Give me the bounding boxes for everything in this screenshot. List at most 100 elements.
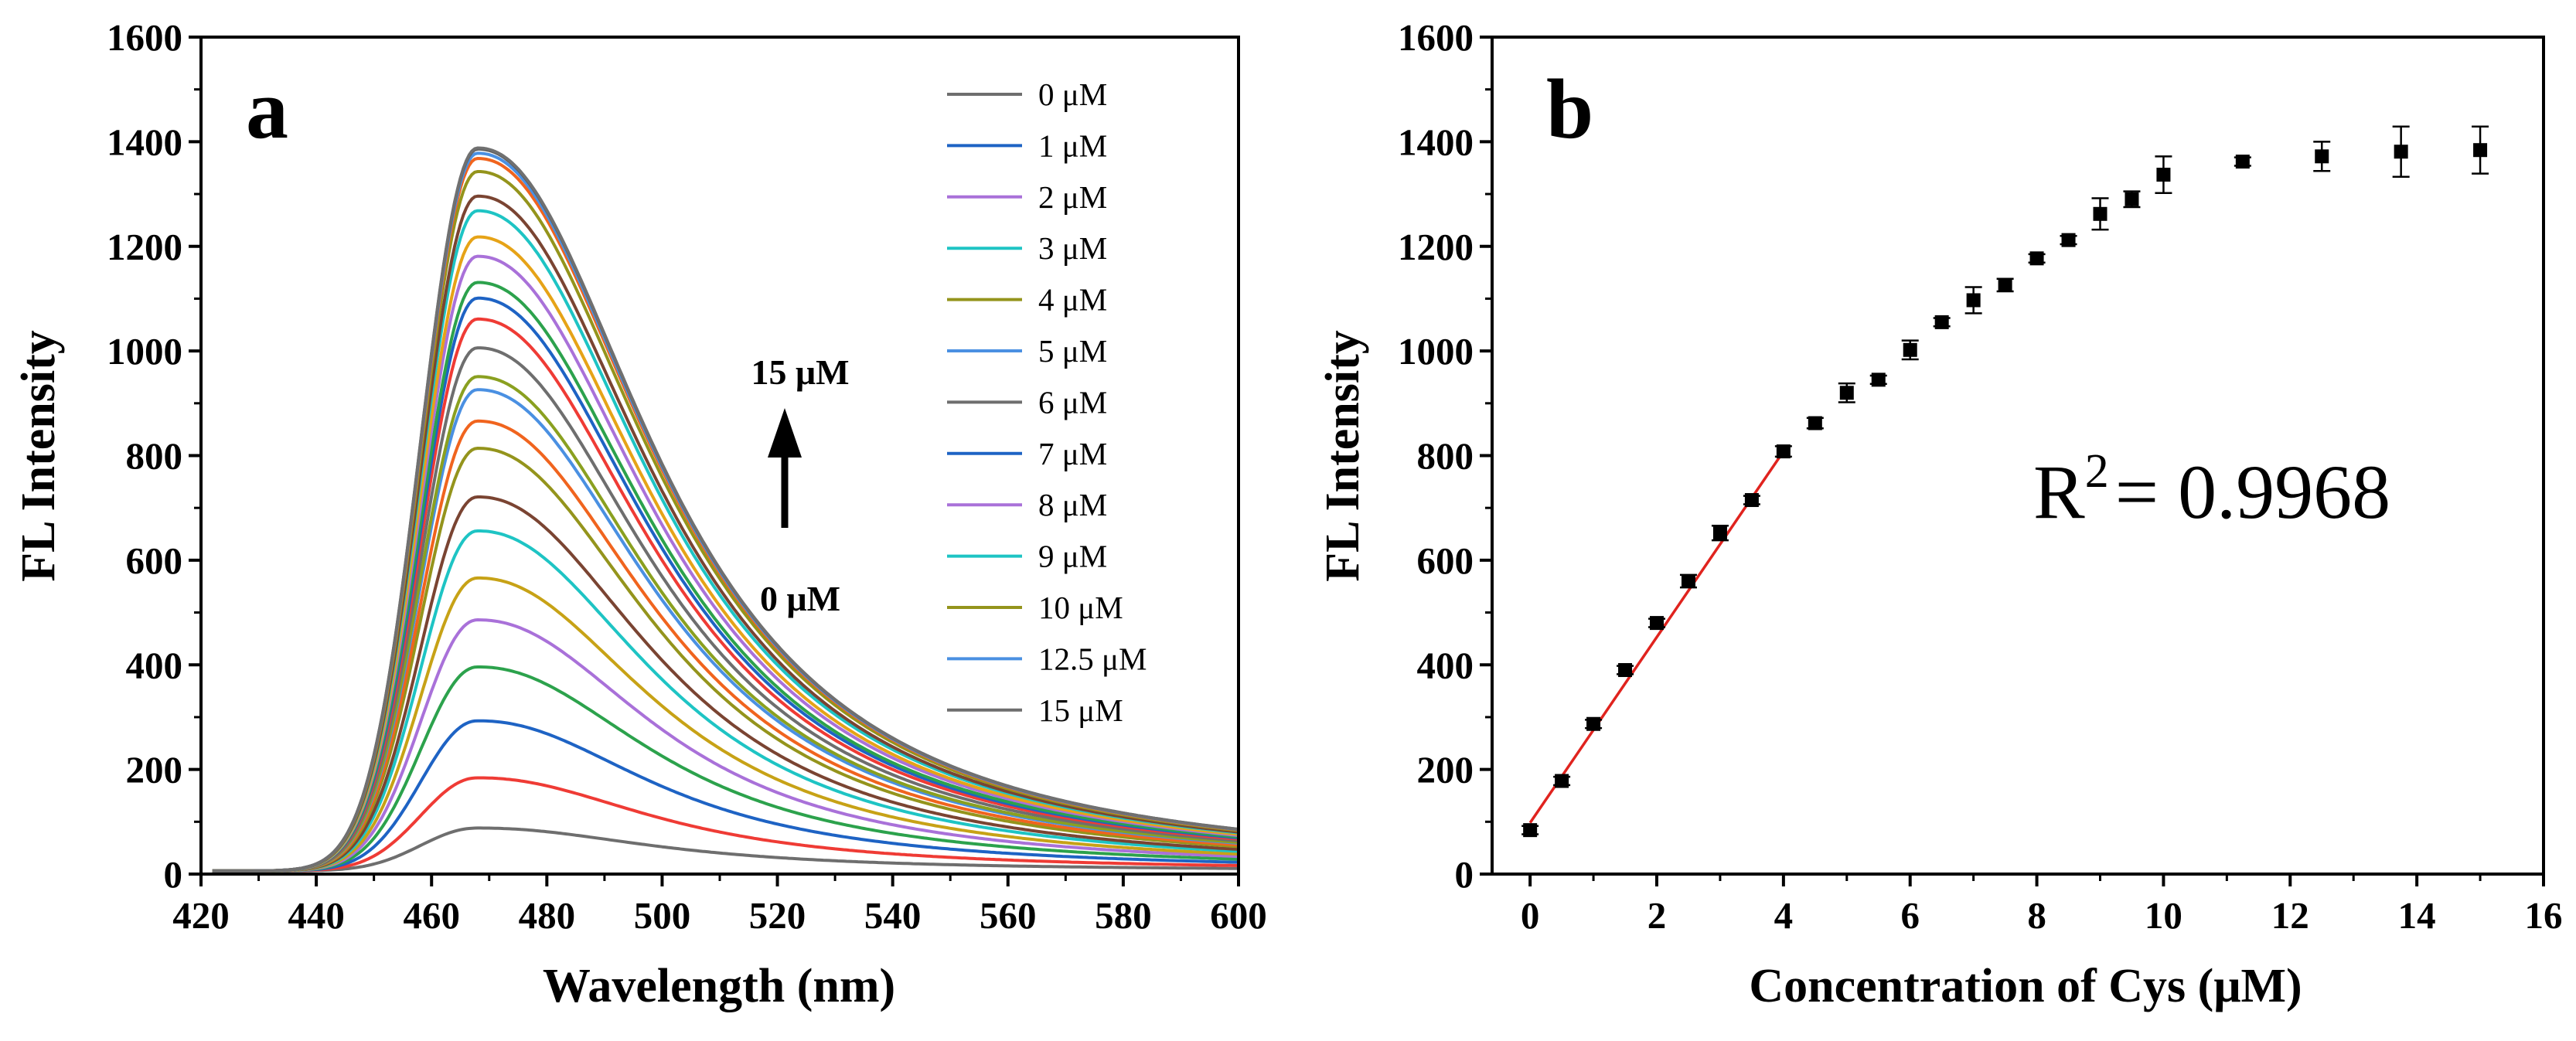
panel-a-x-tick-label: 500 bbox=[634, 894, 691, 937]
legend-label: 15 μM bbox=[1038, 692, 1123, 728]
panel-b-x-tick-label: 8 bbox=[2027, 894, 2046, 937]
panel-a-ticks: 420 440 460 480 500 520 540 560 580 600 0 200 400 600… bbox=[107, 16, 1267, 937]
linear-fit-line bbox=[1528, 451, 1785, 824]
spectrum-line bbox=[212, 618, 1239, 873]
point-marker bbox=[1744, 493, 1759, 508]
point-marker bbox=[1934, 315, 1949, 329]
panel-a-x-tick-label: 540 bbox=[864, 894, 922, 937]
panel-b-y-tick-label: 200 bbox=[1417, 749, 1474, 791]
panel-b-y-tick-label: 400 bbox=[1417, 644, 1474, 686]
spectrum-line bbox=[212, 375, 1239, 873]
spectrum-line bbox=[212, 826, 1239, 873]
panel-a-x-tick-label: 460 bbox=[403, 894, 460, 937]
panel-a-y-tick-label: 0 bbox=[164, 853, 183, 896]
data-point bbox=[2028, 251, 2046, 266]
panel-a-x-tick-label: 440 bbox=[288, 894, 345, 937]
point-marker bbox=[2235, 155, 2250, 169]
panel-b-x-tick-label: 14 bbox=[2398, 894, 2436, 937]
data-point bbox=[1996, 277, 2014, 293]
point-marker bbox=[2394, 145, 2408, 159]
r-squared-label: R2= 0.9968 bbox=[2033, 445, 2390, 535]
legend-label: 3 μM bbox=[1038, 230, 1107, 266]
data-point bbox=[1617, 663, 1634, 678]
panel-b-y-tick-label: 600 bbox=[1417, 539, 1474, 582]
data-point bbox=[2155, 155, 2172, 194]
data-point bbox=[1869, 373, 1887, 387]
data-point bbox=[1553, 774, 1571, 788]
legend-label: 9 μM bbox=[1038, 539, 1107, 574]
panel-b-points bbox=[1521, 125, 2489, 838]
data-point bbox=[1648, 616, 1666, 631]
spectrum-line bbox=[212, 719, 1239, 873]
spectrum-line bbox=[212, 419, 1239, 873]
r-squared-exponent: 2 bbox=[2085, 445, 2109, 498]
panel-a-x-tick-label: 600 bbox=[1210, 894, 1267, 937]
panel-a-letter: a bbox=[246, 62, 288, 156]
point-marker bbox=[2061, 233, 2076, 247]
r-squared-value: = 0.9968 bbox=[2115, 449, 2390, 535]
panel-a-x-tick-label: 420 bbox=[172, 894, 230, 937]
panel-b-y-tick-label: 1400 bbox=[1398, 121, 1474, 163]
annotation-top-label: 15 μM bbox=[751, 352, 850, 392]
data-point bbox=[2313, 141, 2331, 172]
panel-b-y-axis-title: FL Intensity bbox=[1317, 330, 1369, 582]
point-marker bbox=[1966, 293, 1981, 308]
legend-label: 5 μM bbox=[1038, 333, 1107, 369]
data-point bbox=[1711, 524, 1729, 542]
point-marker bbox=[2315, 149, 2329, 164]
r-squared-letter: R bbox=[2033, 449, 2085, 535]
spectrum-line bbox=[212, 529, 1239, 873]
legend-label: 1 μM bbox=[1038, 128, 1107, 163]
panel-a-y-tick-label: 1600 bbox=[107, 16, 182, 59]
data-point bbox=[1901, 339, 1919, 361]
panel-b: 0 2 4 6 8 10 12 14 16 0 200 400 600 800 1000 1200 1400 16… bbox=[1317, 16, 2563, 1012]
data-point bbox=[2123, 190, 2141, 209]
panel-a-y-tick-label: 200 bbox=[126, 749, 183, 791]
data-point bbox=[2234, 155, 2251, 169]
spectrum-line bbox=[212, 146, 1239, 873]
legend-label: 12.5 μM bbox=[1038, 641, 1147, 676]
point-marker bbox=[2473, 143, 2488, 158]
panel-b-x-tick-label: 0 bbox=[1521, 894, 1540, 937]
point-marker bbox=[2093, 206, 2107, 221]
spectrum-line bbox=[212, 495, 1239, 873]
panel-b-x-tick-label: 12 bbox=[2271, 894, 2309, 937]
panel-a-y-tick-label: 600 bbox=[126, 539, 183, 582]
data-point bbox=[2392, 125, 2410, 178]
panel-b-ticks: 0 2 4 6 8 10 12 14 16 0 200 400 600 800 1000 1200 1400 16… bbox=[1398, 16, 2563, 937]
point-marker bbox=[1903, 342, 1917, 357]
data-point bbox=[1806, 416, 1824, 430]
panel-a-x-tick-label: 520 bbox=[749, 894, 806, 937]
data-point bbox=[1838, 382, 1855, 403]
point-marker bbox=[1712, 526, 1727, 540]
panel-b-x-tick-label: 16 bbox=[2525, 894, 2563, 937]
panel-b-fit-line-group bbox=[1528, 451, 1785, 824]
point-marker bbox=[2029, 251, 2044, 266]
panel-a-x-tick-label: 580 bbox=[1095, 894, 1152, 937]
point-marker bbox=[1998, 277, 2012, 292]
spectrum-line bbox=[212, 576, 1239, 873]
data-point bbox=[2472, 125, 2489, 175]
panel-b-x-tick-label: 4 bbox=[1774, 894, 1794, 937]
panel-b-letter: b bbox=[1546, 62, 1593, 156]
panel-a-y-axis-title: FL Intensity bbox=[12, 330, 65, 582]
panel-a-x-tick-label: 480 bbox=[519, 894, 576, 937]
point-marker bbox=[2156, 168, 2171, 182]
point-marker bbox=[1808, 416, 1822, 430]
panel-b-y-tick-label: 1000 bbox=[1398, 330, 1474, 373]
legend-label: 4 μM bbox=[1038, 282, 1107, 318]
panel-a-y-tick-label: 1000 bbox=[107, 330, 182, 373]
point-marker bbox=[1839, 386, 1854, 400]
annotation-bottom-label: 0 μM bbox=[760, 579, 840, 618]
panel-b-y-tick-label: 800 bbox=[1417, 435, 1474, 478]
panel-b-y-tick-label: 0 bbox=[1455, 853, 1474, 896]
panel-b-x-tick-label: 2 bbox=[1647, 894, 1667, 937]
point-marker bbox=[1618, 663, 1633, 678]
increase-arrow-head bbox=[768, 408, 802, 458]
point-marker bbox=[1555, 774, 1569, 788]
data-point bbox=[1964, 286, 1982, 315]
point-marker bbox=[1681, 573, 1695, 588]
panel-a-y-tick-label: 1200 bbox=[107, 226, 182, 268]
